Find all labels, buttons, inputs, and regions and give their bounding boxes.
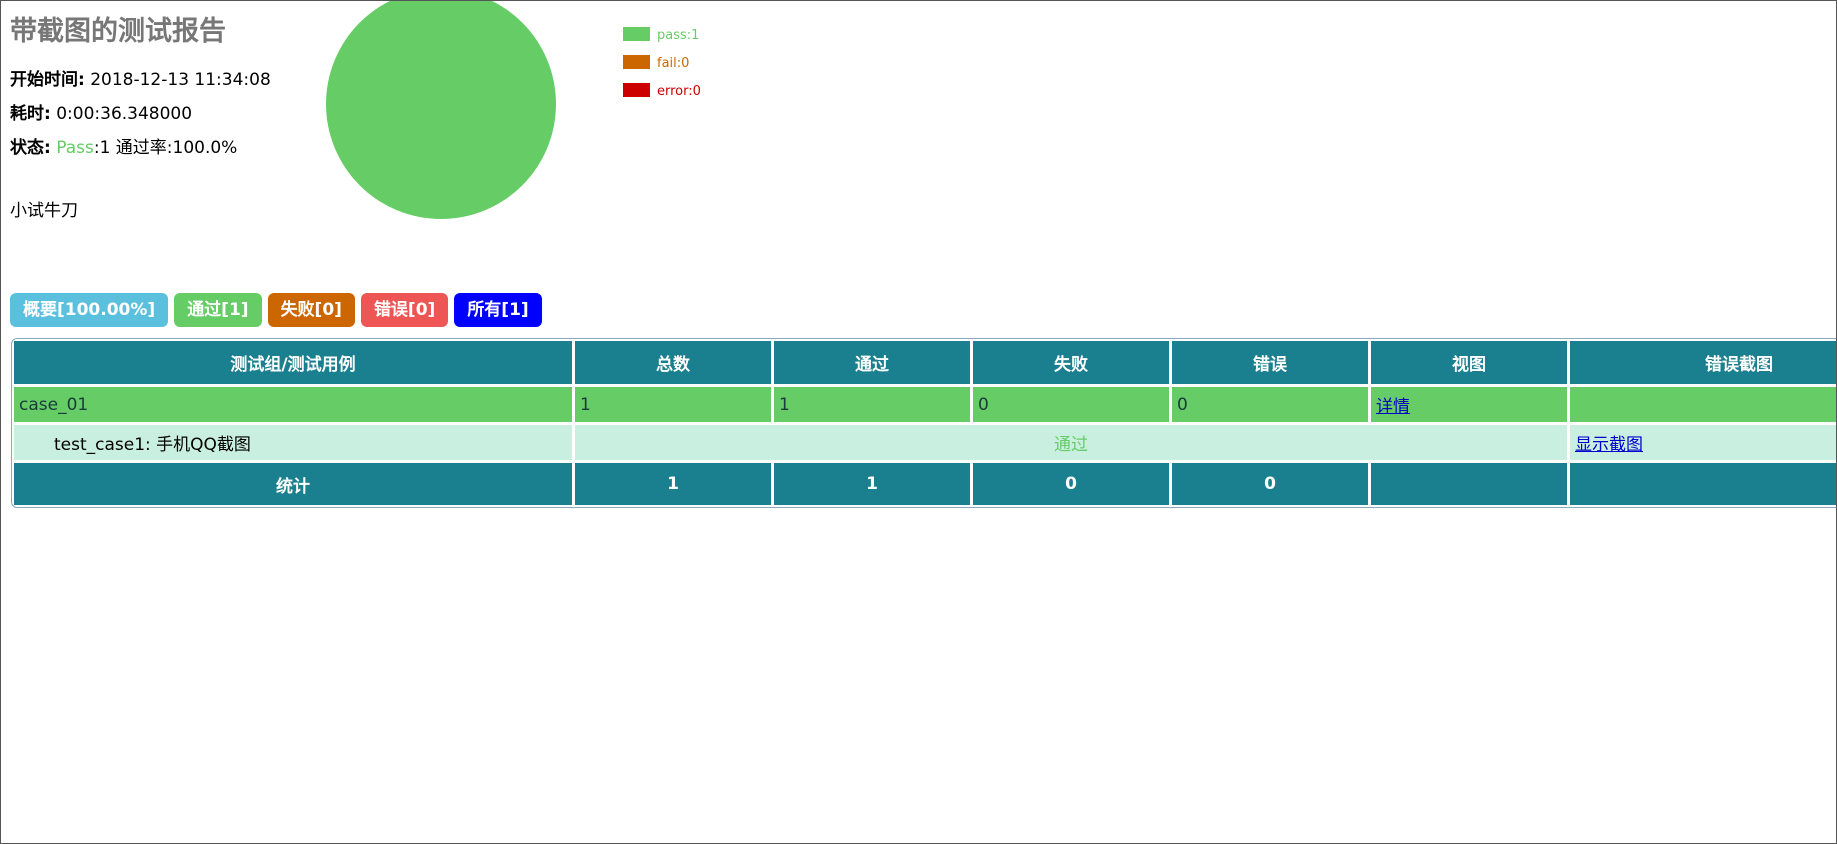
label: 耗时: xyxy=(10,104,51,124)
count: 1 xyxy=(575,387,771,422)
cell: 显示截图 xyxy=(1570,425,1836,460)
cell xyxy=(1570,463,1836,505)
screenshot-link[interactable]: 显示截图 xyxy=(1575,435,1643,455)
legend-label: error:0 xyxy=(657,84,701,99)
cell xyxy=(1570,387,1836,422)
count: 0 xyxy=(973,463,1169,505)
test-name: test_case1: 手机QQ截图 xyxy=(14,425,572,460)
filter-pass[interactable]: 通过[1] xyxy=(174,293,262,327)
filter-fail[interactable]: 失败[0] xyxy=(267,293,355,327)
pass: Pass xyxy=(56,138,94,158)
value: 2018-12-13 11:34:08 xyxy=(90,70,271,90)
test-status: 通过 xyxy=(575,425,1567,460)
total-row: 统计 1 1 0 0 xyxy=(14,463,1836,505)
column-header: 通过 xyxy=(774,341,970,384)
column-header: 视图 xyxy=(1371,341,1567,384)
cell xyxy=(1371,463,1567,505)
total-name: 统计 xyxy=(14,463,572,505)
value: 0:00:36.348000 xyxy=(56,104,193,124)
legend-swatch xyxy=(623,55,650,69)
count: 0 xyxy=(1172,463,1368,505)
column-header: 总数 xyxy=(575,341,771,384)
count: 1 xyxy=(774,387,970,422)
result-table: 测试组/测试用例 总数 通过 失败 错误 视图 错误截图 case_01 1 1 0 0 详… xyxy=(11,338,1836,508)
detail-link[interactable]: 详情 xyxy=(1376,397,1410,417)
column-header: 失败 xyxy=(973,341,1169,384)
group-row: case_01 1 1 0 0 详情 xyxy=(14,387,1836,422)
filter-bar: 概要[100.00%] 通过[1] 失败[0] 错误[0] 所有[1] xyxy=(10,293,542,327)
value: :1 通过率:100.0% xyxy=(93,138,238,158)
group-name: case_01 xyxy=(14,387,572,422)
count: 0 xyxy=(973,387,1169,422)
report-title: 带截图的测试报告 xyxy=(10,16,226,47)
column-header: 错误截图 xyxy=(1570,341,1836,384)
filter-all[interactable]: 所有[1] xyxy=(454,293,542,327)
count: 1 xyxy=(575,463,771,505)
count: 1 xyxy=(774,463,970,505)
duration-line: 耗时: 0:00:36.348000 xyxy=(10,99,192,124)
filter-error[interactable]: 错误[0] xyxy=(360,293,449,327)
column-header: 错误 xyxy=(1172,341,1368,384)
description: 小试牛刀 xyxy=(10,201,78,221)
count: 0 xyxy=(1172,387,1368,422)
header-row: 测试组/测试用例 总数 通过 失败 错误 视图 错误截图 xyxy=(14,341,1836,384)
filter-summary[interactable]: 概要[100.00%] xyxy=(10,293,169,327)
legend-swatch xyxy=(623,27,650,41)
status-line: 状态: Pass:1 通过率:100.0% xyxy=(10,133,237,158)
legend-label: fail:0 xyxy=(657,56,689,71)
cell: 详情 xyxy=(1371,387,1567,422)
column-header: 测试组/测试用例 xyxy=(14,341,572,384)
legend-label: pass:1 xyxy=(657,28,699,43)
legend-swatch xyxy=(623,83,650,97)
result-table-wrap: 测试组/测试用例 总数 通过 失败 错误 视图 错误截图 case_01 1 1 0 0 详… xyxy=(11,338,1836,508)
pie-chart: pass:1 fail:0 error:0 xyxy=(326,1,701,219)
start-line: 开始时间: 2018-12-13 11:34:08 xyxy=(10,65,271,90)
pie-slice xyxy=(326,1,556,219)
label: 状态: xyxy=(10,138,51,158)
test-row: test_case1: 手机QQ截图 通过 显示截图 xyxy=(14,425,1836,460)
label: 开始时间: xyxy=(10,70,85,90)
